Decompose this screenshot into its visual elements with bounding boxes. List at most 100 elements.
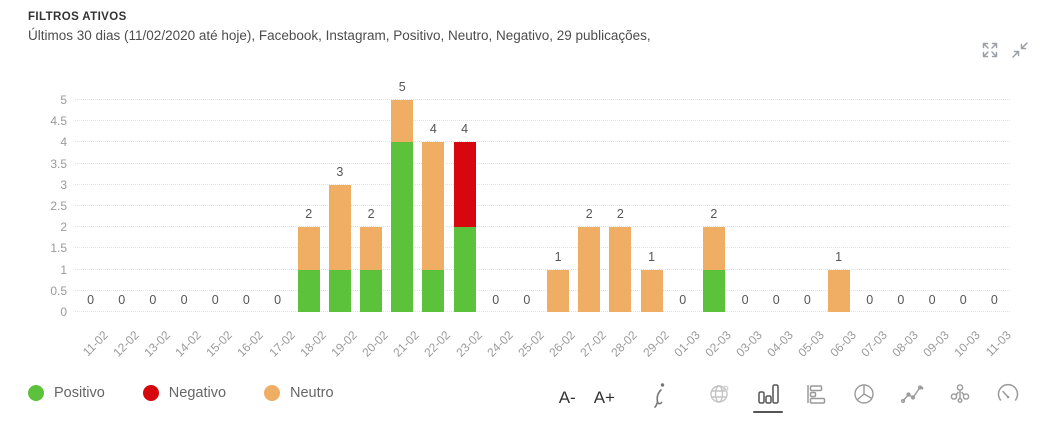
plot-area: 0 0.5 1 1.5 2 2.5 3 3.5 4 4.5 5 0 0 0 0 0 0 0 2 3 2 5 4 4 0 0 1 2 2 1… [50, 80, 1010, 319]
y-axis-tick: 1.5 [50, 241, 67, 256]
bar-segment-positivo[interactable] [391, 142, 414, 312]
x-axis-tick: 21-02 [390, 328, 423, 360]
x-axis-tick: 18-02 [297, 328, 329, 360]
y-axis-tick: 3.5 [50, 156, 67, 171]
globe-icon[interactable] [699, 378, 741, 417]
bar-segment-neutro[interactable] [297, 227, 320, 270]
bar-segment-neutro[interactable] [391, 100, 414, 143]
bar-segment-positivo[interactable] [297, 269, 320, 312]
x-axis-tick: 16-02 [234, 328, 267, 360]
x-axis-tick: 09-03 [920, 328, 952, 360]
toolbar: A- A+ [550, 378, 1032, 417]
bar-value-label: 4 [429, 122, 437, 137]
bar-value-label: 0 [118, 293, 126, 307]
bar-segment-neutro[interactable] [328, 184, 351, 270]
legend-item-neutro[interactable]: Neutro [264, 385, 334, 401]
x-axis-tick: 17-02 [265, 328, 298, 360]
bar-value-label: 1 [648, 249, 656, 264]
legend-item-negativo[interactable]: Negativo [142, 385, 227, 401]
bar-segment-positivo[interactable] [422, 269, 445, 312]
x-axis-tick: 08-03 [889, 328, 921, 360]
legend-color-dot [28, 385, 44, 401]
bar-value-label: 2 [616, 207, 624, 222]
bar-value-label: 0 [928, 293, 936, 307]
y-axis-tick: 2.5 [50, 199, 67, 213]
y-axis-tick: 4.5 [50, 114, 67, 129]
bar-value-label: 0 [866, 293, 874, 307]
bar-value-label: 2 [585, 207, 593, 222]
bar-segment-neutro[interactable] [609, 227, 632, 312]
x-axis-tick: 25-02 [515, 328, 547, 360]
bar-value-label: 0 [180, 293, 188, 307]
bar-value-label: 0 [959, 293, 967, 307]
bar-segment-positivo[interactable] [453, 227, 476, 312]
y-axis-tick: 0 [60, 305, 67, 319]
x-axis-tick: 23-02 [452, 328, 485, 360]
bar-value-label: 3 [336, 164, 344, 179]
bar-value-label: 1 [554, 249, 562, 264]
bar-chart-icon[interactable] [747, 378, 789, 417]
x-axis-tick: 19-02 [328, 328, 360, 360]
bar-value-label: 0 [87, 293, 95, 307]
x-axis-tick: 03-03 [733, 328, 765, 360]
gridline [75, 141, 1010, 143]
gridline [75, 183, 1010, 185]
font-decrease-button[interactable]: A- [558, 387, 576, 407]
active-filters-summary: Últimos 30 dias (11/02/2020 até hoje), F… [28, 28, 651, 43]
bar-segment-positivo[interactable] [328, 269, 351, 312]
bar-value-label: 1 [835, 249, 843, 264]
gridline [75, 311, 1010, 312]
legend-color-dot [264, 385, 281, 401]
x-axis-tick: 13-02 [141, 328, 173, 360]
gridline [75, 120, 1010, 122]
x-axis-tick: 20-02 [359, 328, 391, 360]
bar-value-label: 0 [492, 293, 500, 307]
x-axis-tick: 02-03 [702, 328, 734, 360]
x-axis-tick: 01-03 [671, 328, 703, 360]
bar-segment-neutro[interactable] [547, 269, 570, 312]
horizontal-bar-chart-icon[interactable] [795, 378, 837, 417]
bar-value-label: 0 [772, 293, 780, 307]
y-axis-tick: 2 [60, 220, 67, 235]
bar-segment-neutro[interactable] [422, 142, 445, 270]
info-icon[interactable] [648, 380, 670, 415]
y-axis-tick: 1 [60, 262, 67, 277]
bar-value-label: 0 [523, 293, 531, 307]
bar-value-label: 5 [398, 80, 406, 94]
legend-label: Negativo [168, 385, 227, 401]
bar-value-label: 0 [274, 293, 282, 307]
legend-color-dot [142, 385, 159, 401]
bar-segment-neutro[interactable] [827, 269, 850, 312]
font-increase-button[interactable]: A+ [593, 387, 615, 407]
gridline [75, 205, 1010, 206]
bar-segment-neutro[interactable] [640, 269, 663, 312]
gridline [75, 162, 1010, 164]
y-axis-tick: 3 [60, 177, 67, 192]
page-title: FILTROS ATIVOS [28, 11, 127, 23]
network-icon[interactable] [939, 378, 981, 417]
bar-segment-negativo[interactable] [453, 142, 476, 228]
bar-segment-positivo[interactable] [360, 269, 383, 312]
bar-value-label: 2 [305, 207, 313, 222]
bar-segment-positivo[interactable] [702, 269, 725, 312]
x-axis-tick: 04-03 [764, 328, 797, 360]
x-axis-tick: 15-02 [203, 328, 236, 360]
x-axis-tick: 07-03 [858, 328, 890, 360]
line-chart-icon[interactable] [891, 378, 933, 417]
bar-value-label: 0 [242, 293, 250, 307]
bar-value-label: 0 [803, 293, 811, 307]
expand-icon[interactable] [980, 40, 1000, 60]
pie-chart-icon[interactable] [843, 378, 885, 417]
x-axis-tick: 29-02 [639, 328, 672, 360]
legend-item-positivo[interactable]: Positivo [28, 385, 105, 401]
legend-label: Neutro [290, 385, 334, 401]
bar-segment-neutro[interactable] [702, 227, 725, 270]
y-axis-tick: 5 [60, 93, 67, 107]
collapse-icon[interactable] [1010, 40, 1030, 60]
bar-segment-neutro[interactable] [360, 227, 383, 270]
x-axis-tick: 26-02 [546, 328, 578, 360]
gauge-icon[interactable] [987, 378, 1029, 417]
bar-segment-neutro[interactable] [578, 227, 601, 312]
x-axis-tick: 05-03 [795, 328, 828, 360]
